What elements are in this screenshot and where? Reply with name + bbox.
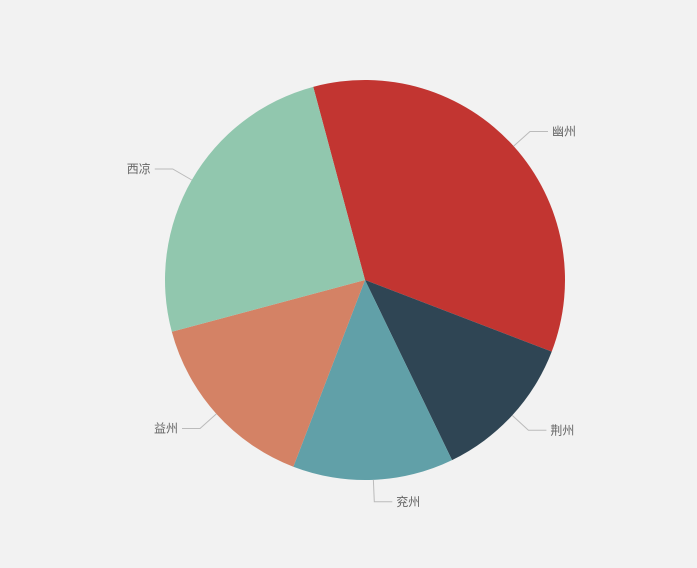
slice-label: 兖州 [396, 494, 420, 509]
leader-line [182, 414, 216, 429]
slice-label: 益州 [154, 422, 178, 436]
pie-chart-container: 幽州荆州兖州 益州 西凉 [0, 0, 697, 568]
leader-line [155, 169, 192, 180]
pie-chart-svg: 幽州荆州兖州 益州 西凉 [0, 0, 697, 568]
slice-label: 西凉 [127, 161, 151, 176]
leader-line [373, 480, 392, 502]
slice-label: 幽州 [552, 124, 576, 138]
leader-line [512, 415, 546, 430]
leader-line [514, 131, 548, 146]
slice-label: 荆州 [550, 423, 574, 437]
